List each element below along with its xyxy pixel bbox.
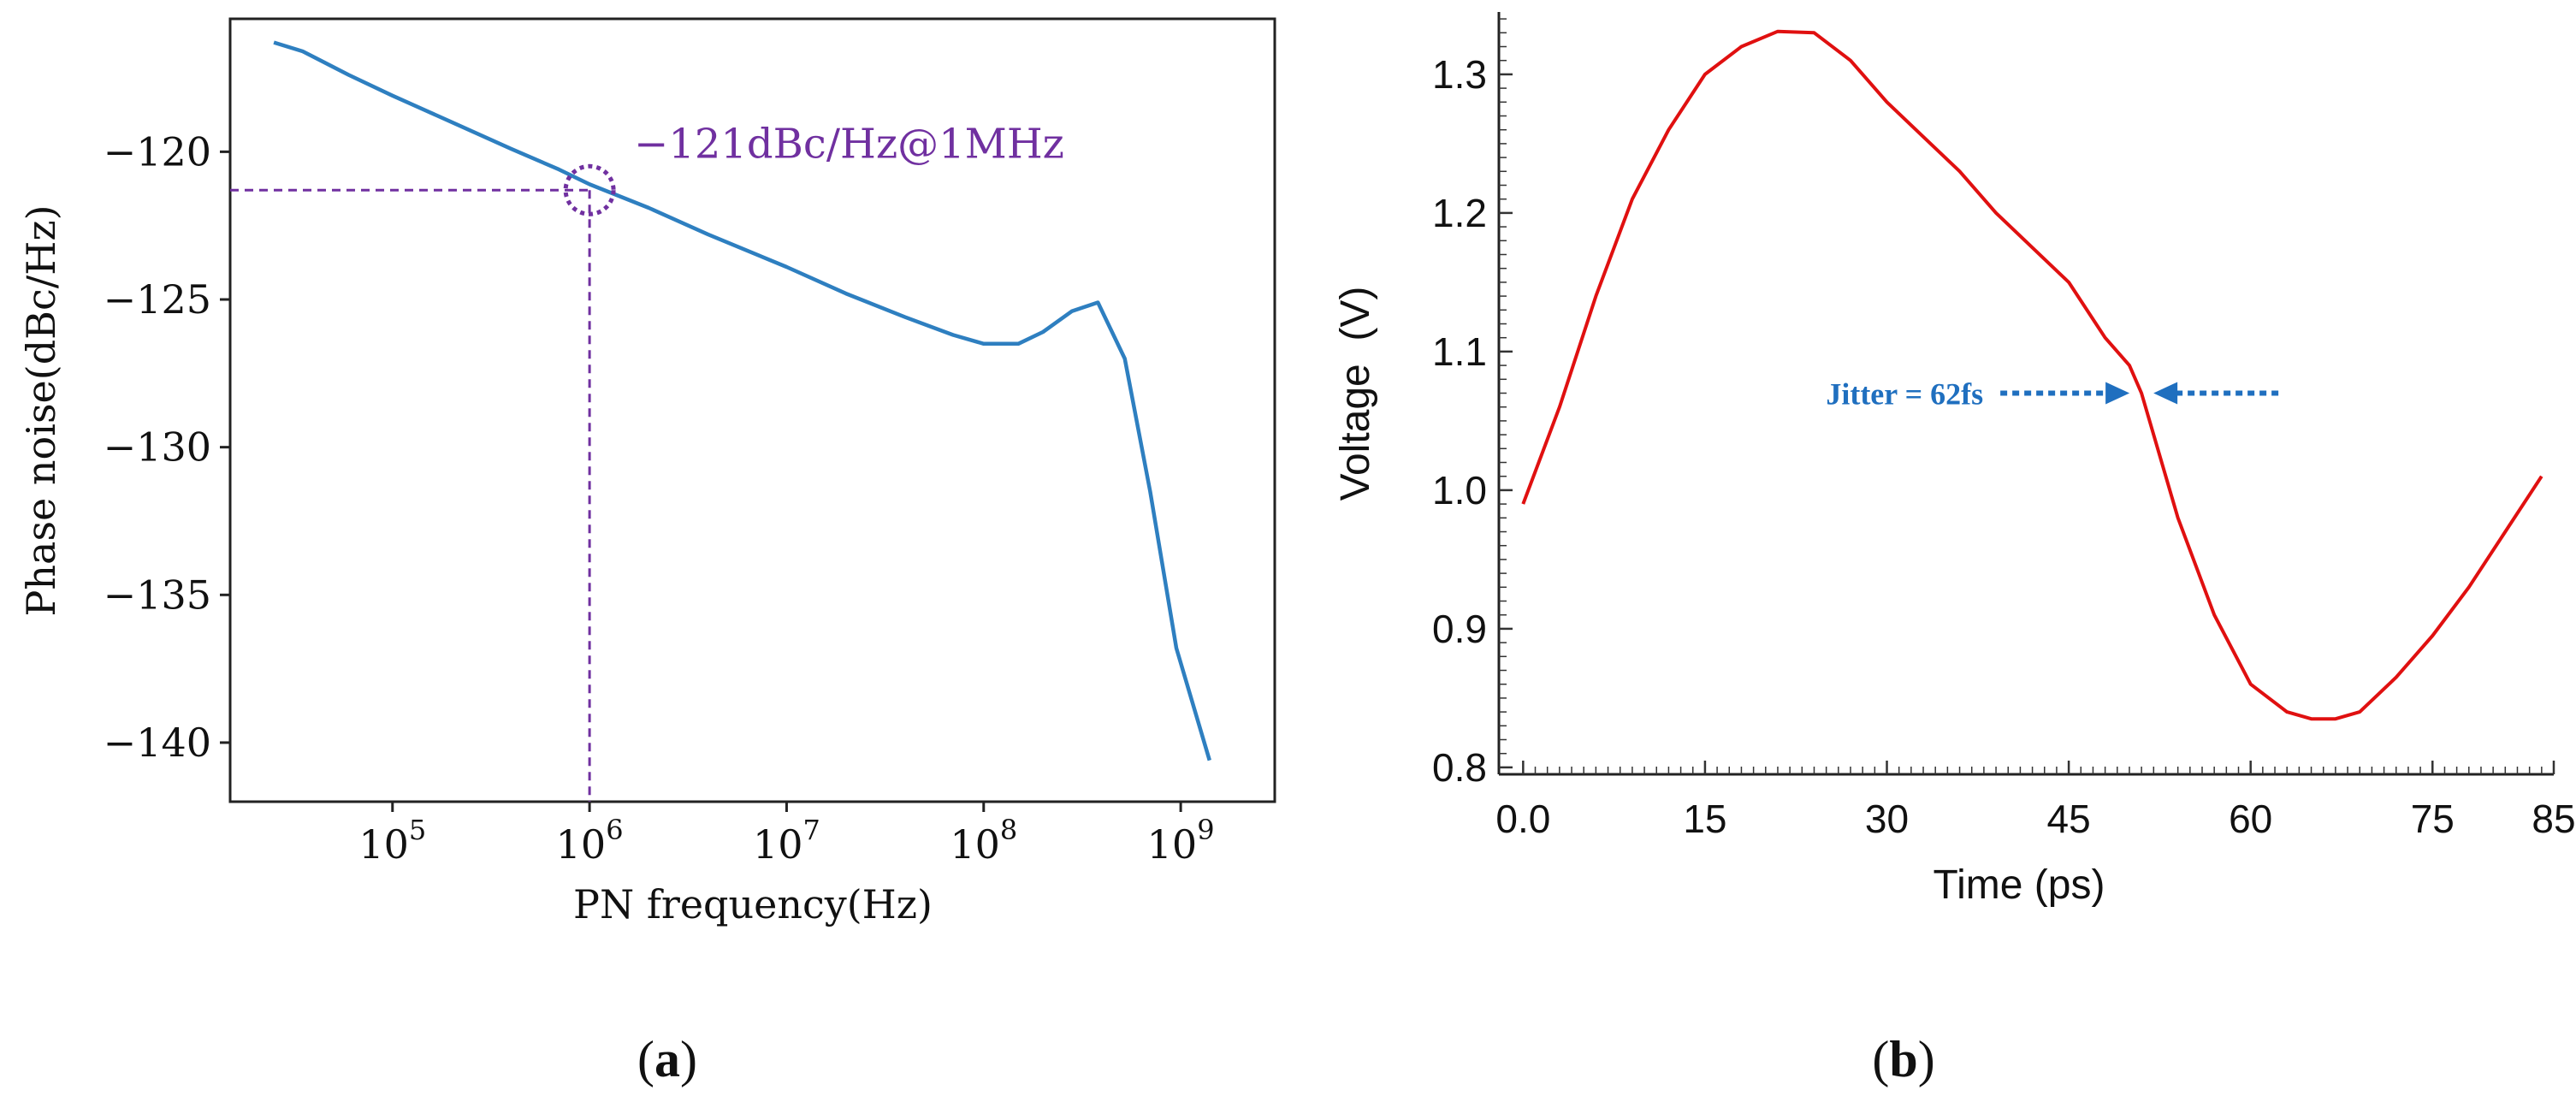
x-tick-label-b: 30 [1865,797,1909,841]
y-tick-label-a: −140 [104,720,211,766]
y-axis-label-b: Voltage (V) [1333,287,1378,501]
x-tick-label-b: 45 [2047,797,2091,841]
y-tick-label-b: 1.3 [1432,52,1487,97]
y-tick-label-b: 0.8 [1432,745,1487,790]
plot-frame-a [228,17,1276,803]
voltage-time-chart: 0.8 0.9 1.0 1.1 1.2 1.3 0.0 15 30 45 60 75 85 Jitte… [1333,12,2576,1087]
x-tick-label-a: 109 [1147,814,1215,868]
y-tick-label-b: 0.9 [1432,607,1487,651]
x-tick-label-a: 108 [950,814,1017,868]
x-axis-label-b: Time (ps) [1933,862,2105,908]
y-tick-label-a: −125 [104,276,211,323]
phase-noise-line [273,40,1211,761]
y-tick-label-b: 1.1 [1432,329,1487,374]
annotation-text-a: −121dBc/Hz@1MHz [634,120,1064,168]
x-tick-label-a: 107 [753,814,820,868]
x-tick-label-b: 85 [2532,797,2575,841]
x-tick-label-b: 60 [2229,797,2272,841]
panel-label-b: (b) [1872,1031,1934,1087]
annotation-text-b: Jitter = 62fs [1826,377,1983,412]
x-tick-label-b: 0.0 [1495,797,1550,841]
voltage-line [1521,29,2543,721]
y-tick-label-a: −135 [104,572,211,618]
y-tick-label-a: −120 [104,128,211,175]
jitter-arrow-right-head [2153,382,2178,405]
y-axis-label-a: Phase noise(dBc/Hz) [18,204,64,616]
x-axis-label-a: PN frequency(Hz) [573,881,933,927]
x-tick-label-a: 106 [556,814,624,868]
x-tick-label-b: 75 [2411,797,2455,841]
y-tick-label-b: 1.0 [1432,468,1487,512]
panel-label-a: (a) [637,1031,697,1087]
phase-noise-chart: −120 −125 −130 −135 −140 105 106 107 108 109 −12… [18,17,1276,1087]
y-tick-label-a: −130 [104,424,211,471]
x-tick-label-b: 15 [1683,797,1726,841]
y-tick-label-b: 1.2 [1432,191,1487,235]
highlight-circle [563,163,616,216]
x-tick-label-a: 105 [358,814,426,868]
jitter-arrow-left-head [2105,382,2130,405]
